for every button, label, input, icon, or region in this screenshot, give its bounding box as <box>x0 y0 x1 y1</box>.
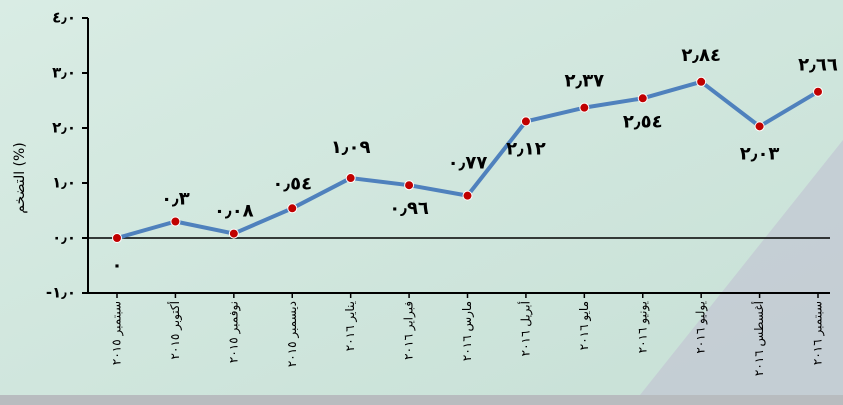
x-tick-label: يوليو ٢٠١٦ <box>694 301 709 354</box>
x-tick-label: مارس ٢٠١٦ <box>460 301 475 361</box>
data-label: ٠٫٥٤ <box>272 173 312 194</box>
data-label: ٠٫٣ <box>161 189 190 210</box>
x-tick-label: سبتمبر ٢٠١٥ <box>110 301 125 365</box>
data-label: ٠ <box>112 255 123 276</box>
data-point <box>696 76 707 87</box>
x-tick-label: يونيو ٢٠١٦ <box>635 301 650 353</box>
x-tick-label: نوفمبر ٢٠١٥ <box>226 301 241 363</box>
data-point <box>170 216 181 227</box>
data-point <box>579 102 590 113</box>
data-label: ٢٫٣٧ <box>564 71 604 92</box>
data-label: ٠٫٠٨ <box>214 201 254 222</box>
x-tick-label: مايو ٢٠١٦ <box>577 301 592 350</box>
data-point <box>404 180 415 191</box>
data-point <box>345 173 356 184</box>
x-tick-label: سبتمبر ٢٠١٦ <box>811 301 826 365</box>
data-point <box>112 233 122 243</box>
x-tick-label: يناير ٢٠١٦ <box>343 301 358 351</box>
y-tick-label: ٢٫٠ <box>52 119 76 137</box>
decoration <box>640 140 843 395</box>
y-tick-label: ٣٫٠ <box>52 64 76 82</box>
data-label: ٢٫٥٤ <box>623 111 663 132</box>
data-label: ٢٫١٢ <box>506 138 546 159</box>
x-tick-label: أكتوبر ٢٠١٥ <box>167 301 183 359</box>
data-point <box>754 121 765 132</box>
y-tick-label: ٠٫٠ <box>52 229 76 247</box>
data-label: ١٫٠٩ <box>331 137 371 158</box>
y-tick-label: ٤٫٠ <box>52 9 76 27</box>
data-point <box>228 228 239 239</box>
data-label: ٢٫٠٣ <box>740 143 780 164</box>
data-label: ٠٫٩٦ <box>389 198 429 219</box>
y-axis-label: التضخم (%) <box>12 142 28 214</box>
x-tick-label: ديسمبر ٢٠١٥ <box>285 301 300 367</box>
data-point <box>520 116 531 127</box>
bottom-strip <box>0 395 843 405</box>
y-tick-label: ١٫٠ <box>52 174 76 192</box>
x-tick-label: أغسطس ٢٠١٦ <box>751 301 767 376</box>
data-point <box>287 203 298 214</box>
x-tick-label: أبريل ٢٠١٦ <box>517 301 533 356</box>
y-tick-label: -١٫٠ <box>46 284 76 302</box>
data-label: ٢٫٦٦ <box>798 55 838 76</box>
data-point <box>637 93 648 104</box>
data-point <box>462 190 473 201</box>
data-label: ٢٫٨٤ <box>681 45 721 66</box>
data-point <box>813 86 823 97</box>
data-label: ٠٫٧٧ <box>448 153 488 174</box>
x-tick-label: فبراير ٢٠١٦ <box>402 301 417 360</box>
